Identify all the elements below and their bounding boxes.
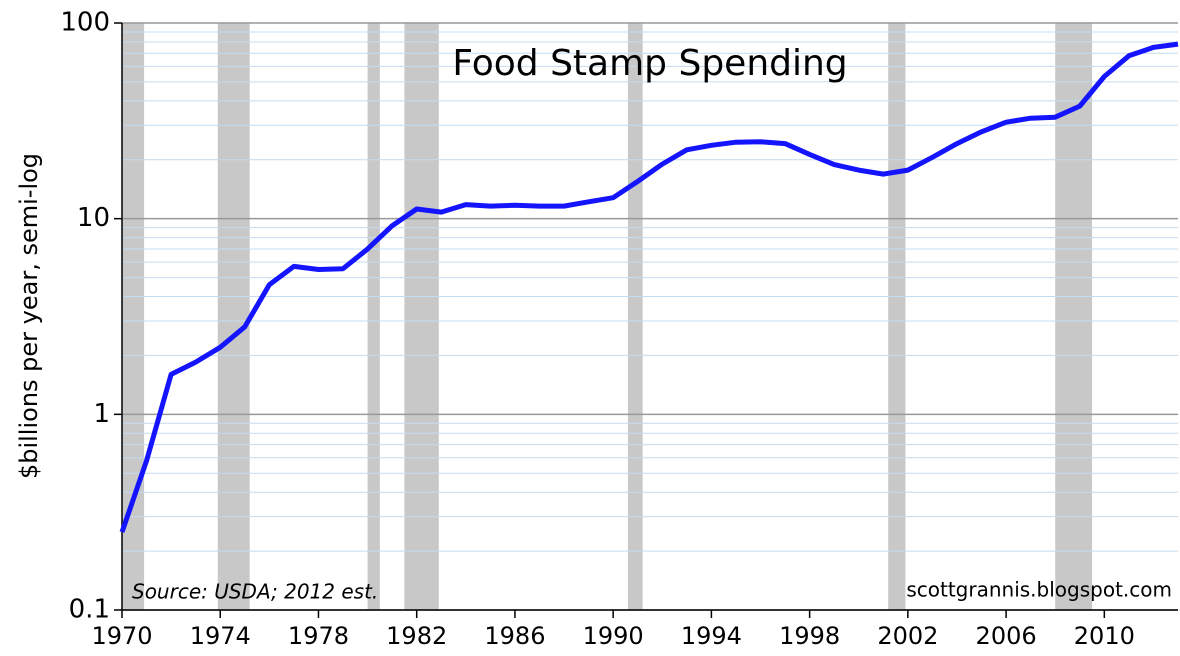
y-axis-label: $billions per year, semi-log <box>15 153 43 479</box>
y-tick-label: 0.1 <box>69 595 110 625</box>
recession-band <box>1055 23 1093 610</box>
chart-title: Food Stamp Spending <box>452 43 847 84</box>
x-tick-label: 2006 <box>976 622 1037 650</box>
y-tick-label: 1 <box>93 399 110 429</box>
x-tick-label: 1990 <box>583 622 644 650</box>
x-tick-label: 1982 <box>386 622 447 650</box>
y-tick-label: 100 <box>60 8 110 38</box>
recession-band <box>627 23 643 610</box>
x-tick-label: 1994 <box>681 622 742 650</box>
data-line <box>119 41 1179 533</box>
credit-note: scottgrannis.blogspot.com <box>906 578 1172 602</box>
recession-band <box>404 23 439 610</box>
y-tick-label: 10 <box>77 203 110 233</box>
x-tick-label: 1998 <box>779 622 840 650</box>
x-tick-label: 1974 <box>190 622 251 650</box>
x-tick-label: 1978 <box>288 622 349 650</box>
source-note: Source: USDA; 2012 est. <box>132 580 378 604</box>
x-tick-label: 2002 <box>877 622 938 650</box>
recession-band <box>367 23 380 610</box>
x-tick-label: 1970 <box>91 622 152 650</box>
recession-band <box>122 23 145 610</box>
x-tick-label: 2010 <box>1074 622 1135 650</box>
recession-band <box>217 23 250 610</box>
x-tick-label: 1986 <box>484 622 545 650</box>
recession-band <box>888 23 906 610</box>
